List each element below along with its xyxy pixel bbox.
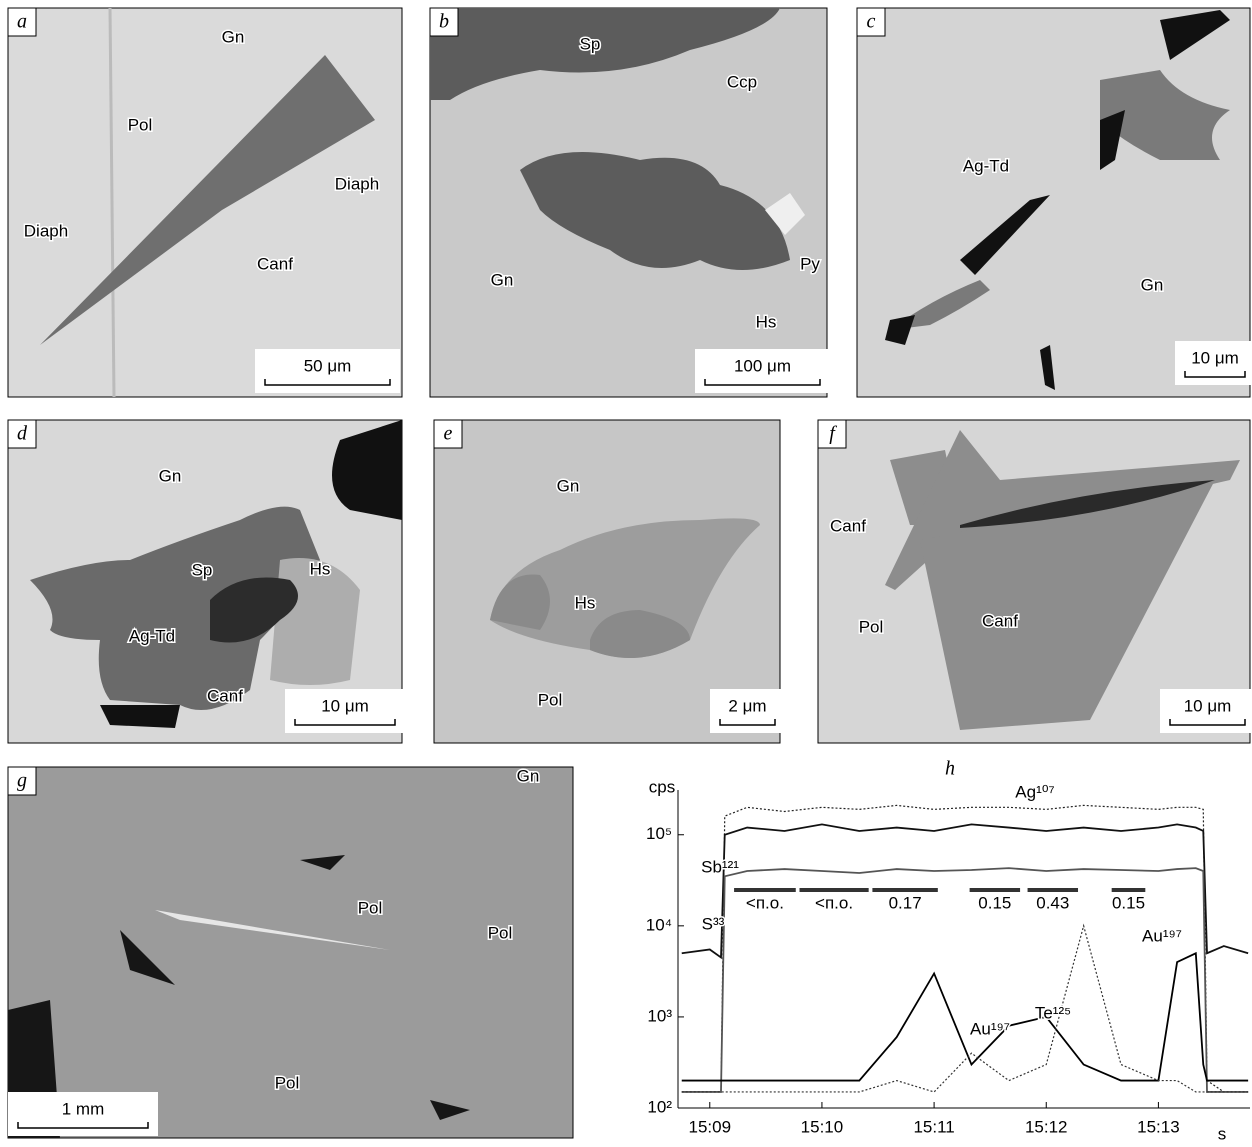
x-tick-label: 15:10 xyxy=(801,1117,844,1136)
scale-label: 10 μm xyxy=(1191,348,1239,367)
phase-label: Gn xyxy=(517,766,540,785)
phase-label: Hs xyxy=(756,312,777,331)
series-label: S³³ xyxy=(702,914,725,933)
annotation: Au¹⁹⁷ xyxy=(1142,926,1182,945)
x-axis-label: s xyxy=(1218,1124,1227,1142)
phase-label: Canf xyxy=(982,611,1018,630)
scale-label: 50 μm xyxy=(304,356,352,375)
scale-label: 10 μm xyxy=(1184,696,1232,715)
phase-label: Pol xyxy=(488,923,513,942)
phase-label: Canf xyxy=(207,686,243,705)
y-tick-label: 10² xyxy=(647,1097,672,1116)
phase-label: Gn xyxy=(557,476,580,495)
panel-letter: d xyxy=(17,423,28,445)
x-tick-label: 15:09 xyxy=(689,1117,732,1136)
figure: a Gn Pol Diaph Diaph Canf 50 μm b Sp Ccp Gn Py Hs 100… xyxy=(0,0,1252,1142)
y-tick-label: 10⁵ xyxy=(646,824,672,843)
phase-label: Gn xyxy=(222,27,245,46)
interval-label: 0.43 xyxy=(1036,893,1069,912)
y-axis-label: cps xyxy=(649,777,675,796)
panel-letter: b xyxy=(439,11,449,33)
scale-label: 10 μm xyxy=(321,696,369,715)
x-tick-label: 15:13 xyxy=(1137,1117,1180,1136)
phase-label: Pol xyxy=(538,690,563,709)
scale-label: 1 mm xyxy=(62,1099,105,1118)
interval-label: 0.15 xyxy=(1112,893,1145,912)
phase-label: Sp xyxy=(580,34,601,53)
phase-label: Sp xyxy=(192,560,213,579)
interval-label: 0.15 xyxy=(978,893,1011,912)
phase-label: Canf xyxy=(830,516,866,535)
phase-label: Diaph xyxy=(335,174,379,193)
y-tick-label: 10³ xyxy=(647,1006,672,1025)
interval-label: 0.17 xyxy=(889,893,922,912)
phase-label: Diaph xyxy=(24,221,68,240)
phase-label: Pol xyxy=(859,617,884,636)
phase-label: Pol xyxy=(128,115,153,134)
series-label: Te¹²⁵ xyxy=(1035,1003,1071,1022)
series-label: Sb¹²¹ xyxy=(701,857,739,876)
phase-label: Py xyxy=(800,254,820,273)
panel-letter: g xyxy=(17,770,27,792)
series-label: Au¹⁹⁷ xyxy=(970,1019,1010,1038)
phase-label: Hs xyxy=(575,593,596,612)
x-tick-label: 15:11 xyxy=(913,1117,954,1136)
phase-label: Gn xyxy=(1141,275,1164,294)
panel-letter: a xyxy=(17,11,27,33)
interval-label: <п.о. xyxy=(815,893,853,912)
phase-label: Ag-Td xyxy=(129,626,175,645)
series-line xyxy=(682,953,1248,1080)
series-label: Ag¹⁰⁷ xyxy=(1015,782,1054,801)
phase-label: Gn xyxy=(491,270,514,289)
chart: h cps s 10² 10³ 10⁴ 10⁵ 15:09 15:10 15:11 15:12… xyxy=(646,758,1250,1142)
phase-label: Canf xyxy=(257,254,293,273)
chart-title: h xyxy=(945,758,955,780)
x-tick-label: 15:12 xyxy=(1025,1117,1068,1136)
phase-label: Pol xyxy=(358,898,383,917)
phase-label: Pol xyxy=(275,1073,300,1092)
phase-label: Ccp xyxy=(727,72,757,91)
y-tick-label: 10⁴ xyxy=(646,915,672,934)
panel-c xyxy=(857,8,1250,397)
panel-letter: c xyxy=(867,11,876,33)
scale-label: 100 μm xyxy=(734,356,791,375)
phase-label: Gn xyxy=(159,466,182,485)
phase-label: Ag-Td xyxy=(963,156,1009,175)
panel-letter: e xyxy=(444,423,453,445)
interval-label: <п.о. xyxy=(746,893,784,912)
phase-label: Hs xyxy=(310,559,331,578)
series-line xyxy=(682,926,1248,1092)
scale-label: 2 μm xyxy=(728,696,766,715)
